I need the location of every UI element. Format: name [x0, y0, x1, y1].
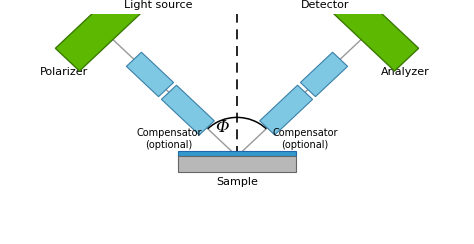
Polygon shape — [301, 52, 347, 97]
Text: Φ: Φ — [216, 119, 229, 136]
Polygon shape — [162, 85, 214, 135]
Polygon shape — [55, 0, 146, 71]
Polygon shape — [127, 52, 173, 97]
Text: Polarizer: Polarizer — [40, 67, 89, 77]
Text: Analyzer: Analyzer — [381, 67, 429, 77]
Text: Compensator
(optional): Compensator (optional) — [272, 128, 338, 150]
Text: Detector: Detector — [301, 0, 349, 10]
Text: Light source: Light source — [125, 0, 193, 10]
Bar — [178, 151, 296, 156]
Polygon shape — [328, 0, 419, 71]
Polygon shape — [260, 85, 312, 135]
Bar — [178, 156, 296, 172]
Text: Sample: Sample — [216, 177, 258, 187]
Text: Compensator
(optional): Compensator (optional) — [136, 128, 202, 150]
